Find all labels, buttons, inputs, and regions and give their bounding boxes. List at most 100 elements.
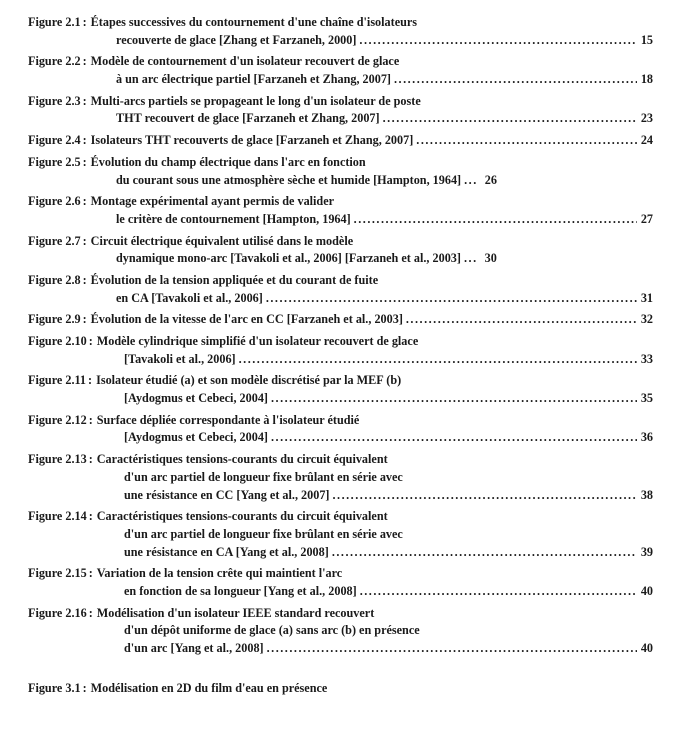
entry-text: [Aydogmus et Cebeci, 2004] <box>124 390 268 408</box>
entry-text: du courant sous une atmosphère sèche et … <box>116 172 461 190</box>
page-number: 32 <box>637 311 653 329</box>
figure-entry: Figure 2.10 : Modèle cylindrique simplif… <box>28 333 653 368</box>
figure-entry: Figure 2.16 : Modélisation d'un isolateu… <box>28 605 653 658</box>
figure-label: Figure 2.14 <box>28 508 89 526</box>
page-number: 18 <box>637 71 653 89</box>
label-colon: : <box>83 193 91 211</box>
page-number: 30 <box>481 250 497 268</box>
figure-entry: Figure 2.13 : Caractéristiques tensions-… <box>28 451 653 504</box>
page-number: 40 <box>637 640 653 658</box>
figure-entry: Figure 2.12 : Surface dépliée correspond… <box>28 412 653 447</box>
entry-first-line: Figure 2.6 : Montage expérimental ayant … <box>28 193 653 211</box>
figure-entry: Figure 2.4 : Isolateurs THT recouverts d… <box>28 132 653 150</box>
entry-continuation-line: en CA [Tavakoli et al., 2006]...........… <box>28 290 653 308</box>
entry-text: dynamique mono-arc [Tavakoli et al., 200… <box>116 250 461 268</box>
page-number: 23 <box>637 110 653 128</box>
dot-leader: ........................................… <box>356 32 636 50</box>
figure-entry: Figure 2.14 : Caractéristiques tensions-… <box>28 508 653 561</box>
entry-first-line: Figure 2.16 : Modélisation d'un isolateu… <box>28 605 653 623</box>
entry-text: Modèle cylindrique simplifié d'un isolat… <box>97 333 418 351</box>
entry-text: une résistance en CA [Yang et al., 2008] <box>124 544 329 562</box>
figure-entry: Figure 2.6 : Montage expérimental ayant … <box>28 193 653 228</box>
entry-continuation-line: à un arc électrique partiel [Farzaneh et… <box>28 71 653 89</box>
entry-text: le critère de contournement [Hampton, 19… <box>116 211 351 229</box>
dot-leader: ........................................… <box>380 110 637 128</box>
label-colon: : <box>83 132 91 150</box>
entry-continuation-line: THT recouvert de glace [Farzaneh et Zhan… <box>28 110 653 128</box>
entry-text: Circuit électrique équivalent utilisé da… <box>91 233 353 251</box>
label-colon: : <box>83 680 91 698</box>
figure-label: Figure 2.2 <box>28 53 83 71</box>
dot-leader: ........................................… <box>391 71 637 89</box>
entry-text: à un arc électrique partiel [Farzaneh et… <box>116 71 391 89</box>
entry-first-line: Figure 3.1 : Modélisation en 2D du film … <box>28 680 653 698</box>
entry-text: Évolution de la vitesse de l'arc en CC [… <box>91 311 403 329</box>
entry-text: recouverte de glace [Zhang et Farzaneh, … <box>116 32 356 50</box>
entry-continuation-line: d'un arc [Yang et al., 2008]............… <box>28 640 653 658</box>
label-colon: : <box>83 14 91 32</box>
entry-text: [Tavakoli et al., 2006] <box>124 351 236 369</box>
label-colon: : <box>83 53 91 71</box>
entry-first-line: Figure 2.5 : Évolution du champ électriq… <box>28 154 653 172</box>
figure-entry: Figure 2.9 : Évolution de la vitesse de … <box>28 311 653 329</box>
figure-label: Figure 2.7 <box>28 233 83 251</box>
entry-continuation-line: d'un arc partiel de longueur fixe brûlan… <box>28 526 653 544</box>
entry-first-line: Figure 2.9 : Évolution de la vitesse de … <box>28 311 653 329</box>
label-colon: : <box>83 311 91 329</box>
entry-first-line: Figure 2.12 : Surface dépliée correspond… <box>28 412 653 430</box>
dot-leader: ........................................… <box>403 311 637 329</box>
figure-label: Figure 2.4 <box>28 132 83 150</box>
dot-leader: ........................................… <box>329 544 637 562</box>
entry-first-line: Figure 2.2 : Modèle de contournement d'u… <box>28 53 653 71</box>
entry-continuation-line: une résistance en CC [Yang et al., 2007]… <box>28 487 653 505</box>
entry-continuation-line: le critère de contournement [Hampton, 19… <box>28 211 653 229</box>
label-colon: : <box>83 93 91 111</box>
dot-leader: ... <box>461 250 481 268</box>
entry-text: une résistance en CC [Yang et al., 2007] <box>124 487 329 505</box>
entry-text: en CA [Tavakoli et al., 2006] <box>116 290 263 308</box>
entry-text: Montage expérimental ayant permis de val… <box>91 193 334 211</box>
entry-continuation-line: [Aydogmus et Cebeci, 2004]..............… <box>28 390 653 408</box>
entry-text: d'un arc partiel de longueur fixe brûlan… <box>124 469 403 487</box>
entry-text: [Aydogmus et Cebeci, 2004] <box>124 429 268 447</box>
figure-label: Figure 2.8 <box>28 272 83 290</box>
entry-text: Multi-arcs partiels se propageant le lon… <box>91 93 421 111</box>
page-number: 27 <box>637 211 653 229</box>
entry-text: Modélisation d'un isolateur IEEE standar… <box>97 605 375 623</box>
page-number: 15 <box>637 32 653 50</box>
dot-leader: ........................................… <box>263 290 637 308</box>
page-number: 31 <box>637 290 653 308</box>
dot-leader: ........................................… <box>268 390 637 408</box>
figure-label: Figure 3.1 <box>28 680 83 698</box>
entry-text: THT recouvert de glace [Farzaneh et Zhan… <box>116 110 380 128</box>
entry-text: Évolution de la tension appliquée et du … <box>91 272 378 290</box>
figure-label: Figure 2.9 <box>28 311 83 329</box>
list-of-figures: Figure 2.1 : Étapes successives du conto… <box>0 0 675 732</box>
label-colon: : <box>83 154 91 172</box>
label-colon: : <box>83 233 91 251</box>
entry-continuation-line: d'un arc partiel de longueur fixe brûlan… <box>28 469 653 487</box>
label-colon: : <box>89 565 97 583</box>
entry-continuation-line: dynamique mono-arc [Tavakoli et al., 200… <box>28 250 653 268</box>
figure-label: Figure 2.16 <box>28 605 89 623</box>
entry-continuation-line: en fonction de sa longueur [Yang et al.,… <box>28 583 653 601</box>
figure-label: Figure 2.5 <box>28 154 83 172</box>
entry-first-line: Figure 2.1 : Étapes successives du conto… <box>28 14 653 32</box>
figure-entry: Figure 2.11 : Isolateur étudié (a) et so… <box>28 372 653 407</box>
entry-text: Évolution du champ électrique dans l'arc… <box>91 154 366 172</box>
dot-leader: ... <box>461 172 481 190</box>
entry-continuation-line: [Aydogmus et Cebeci, 2004]..............… <box>28 429 653 447</box>
figure-entry: Figure 2.3 : Multi-arcs partiels se prop… <box>28 93 653 128</box>
entry-text: d'un arc [Yang et al., 2008] <box>124 640 264 658</box>
entry-continuation-line: une résistance en CA [Yang et al., 2008]… <box>28 544 653 562</box>
label-colon: : <box>89 451 97 469</box>
dot-leader: ........................................… <box>264 640 637 658</box>
label-colon: : <box>88 372 96 390</box>
page-number: 33 <box>637 351 653 369</box>
figure-label: Figure 2.10 <box>28 333 89 351</box>
entry-first-line: Figure 2.13 : Caractéristiques tensions-… <box>28 451 653 469</box>
page-number: 39 <box>637 544 653 562</box>
figure-entry: Figure 2.1 : Étapes successives du conto… <box>28 14 653 49</box>
page-number: 26 <box>481 172 497 190</box>
figure-entry: Figure 2.15 : Variation de la tension cr… <box>28 565 653 600</box>
